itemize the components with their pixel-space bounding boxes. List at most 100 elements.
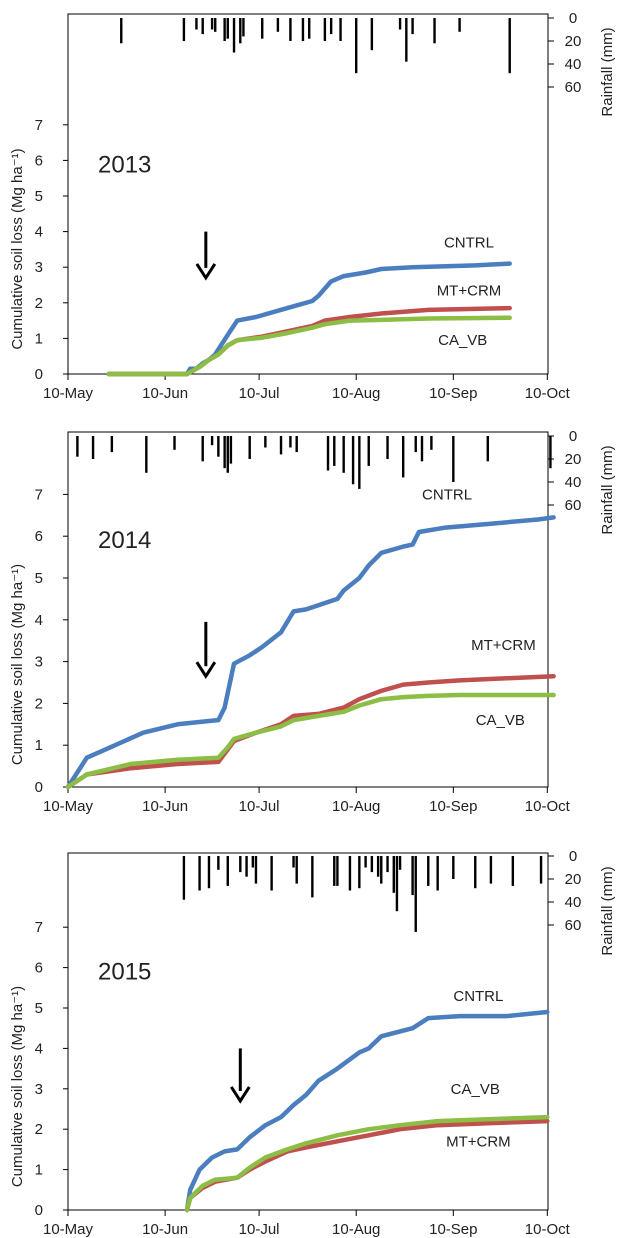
series-label: CNTRL xyxy=(453,988,503,1005)
series-line-ca-vb xyxy=(184,1114,550,1213)
series-label: MT+CRM xyxy=(471,637,536,654)
rainfall-bar xyxy=(342,436,345,473)
y-tick-label: 7 xyxy=(35,919,43,936)
y-tick-label: 1 xyxy=(35,1162,43,1179)
rainfall-bar xyxy=(270,856,273,891)
rainfall-bar xyxy=(452,436,455,482)
rainfall-bar xyxy=(348,856,352,891)
chart-panel-2015: 0 1 2 3 4 5 6 7 0 20 40 60 10-May 10-Jun 10-Jul 10-Aug 1… xyxy=(9,848,616,1238)
x-tick-label: 10-Sep xyxy=(429,385,477,402)
series-label: CNTRL xyxy=(422,486,472,503)
y-tick-label: 3 xyxy=(35,259,43,276)
plot-frame xyxy=(67,13,549,375)
rainfall-bar xyxy=(264,436,267,448)
rainfall-axis-title: Rainfall (mm) xyxy=(599,866,616,955)
down-arrow-icon xyxy=(230,1086,251,1104)
rainfall-bar xyxy=(511,856,515,886)
rain-tick-label: 0 xyxy=(569,10,577,27)
rainfall-bar xyxy=(395,856,399,912)
rainfall-bar xyxy=(254,856,258,884)
x-tick-label: 10-Jul xyxy=(239,385,280,402)
rainfall-bar xyxy=(414,856,417,932)
rainfall-bar xyxy=(301,18,305,41)
rainfall-bar xyxy=(336,856,339,886)
rainfall-bar xyxy=(333,856,336,886)
y-tick-label: 3 xyxy=(35,654,43,671)
chart-panel-2014: 0 1 2 3 4 5 6 7 0 20 40 60 10-May 10-Jun 10-Jul 10-Aug 1… xyxy=(9,428,616,815)
x-tick-label: 10-Oct xyxy=(525,798,571,815)
rainfall-bar xyxy=(364,856,367,868)
rain-tick-label: 20 xyxy=(565,871,582,888)
rainfall-bar xyxy=(433,18,436,44)
rainfall-bar xyxy=(326,436,330,471)
rainfall-bar xyxy=(248,436,251,459)
y-tick-label: 0 xyxy=(35,366,43,383)
x-tick-label: 10-Aug xyxy=(332,1221,380,1238)
rainfall-bar xyxy=(398,856,402,870)
down-arrow-icon xyxy=(195,661,217,680)
rain-tick-label: 20 xyxy=(565,451,582,468)
rainfall-bar xyxy=(358,436,361,489)
series-label: MT+CRM xyxy=(446,1133,511,1150)
x-tick-label: 10-Sep xyxy=(429,1221,477,1238)
rain-tick-label: 0 xyxy=(569,428,577,445)
x-tick-label: 10-Jul xyxy=(239,1221,280,1238)
rainfall-bar xyxy=(242,18,245,37)
rainfall-bar xyxy=(226,18,229,39)
y-tick-label: 5 xyxy=(35,1000,43,1017)
rainfall-bar xyxy=(279,436,283,455)
rainfall-bar xyxy=(229,436,233,464)
rainfall-bar xyxy=(355,18,358,74)
rainfall-bar xyxy=(182,856,186,900)
rain-tick-label: 60 xyxy=(565,497,582,514)
rainfall-bar xyxy=(120,18,123,44)
rainfall-bar xyxy=(329,18,333,35)
y-tick-label: 2 xyxy=(35,695,43,712)
rainfall-bar xyxy=(436,856,439,891)
rainfall-bar xyxy=(386,436,389,459)
rainfall-bar xyxy=(414,436,417,453)
x-tick-label: 10-Jul xyxy=(239,798,280,815)
rainfall-bar xyxy=(339,18,342,41)
year-label: 2013 xyxy=(98,151,151,178)
x-tick-label: 10-Jun xyxy=(142,385,188,402)
x-tick-label: 10-Oct xyxy=(525,1221,571,1238)
y-tick-label: 6 xyxy=(35,152,43,169)
rainfall-bar xyxy=(508,18,511,74)
plot-frame xyxy=(67,431,549,788)
y-tick-label: 4 xyxy=(35,224,43,241)
rainfall-bar xyxy=(223,436,226,469)
rainfall-bar xyxy=(226,436,229,473)
x-tick-label: 10-Jun xyxy=(142,798,188,815)
rainfall-axis-title: Rainfall (mm) xyxy=(599,27,616,116)
rainfall-bar xyxy=(323,18,327,41)
y-tick-label: 2 xyxy=(35,1121,43,1138)
series-line-mt-crm xyxy=(65,673,556,790)
rainfall-bar xyxy=(276,18,280,32)
rainfall-bar xyxy=(351,436,355,485)
rainfall-bar xyxy=(210,18,214,30)
rainfall-bar xyxy=(474,856,477,889)
rainfall-bar xyxy=(380,856,383,884)
rainfall-bar xyxy=(411,856,414,896)
rainfall-bar xyxy=(239,18,242,44)
rainfall-bar xyxy=(386,856,389,873)
rainfall-bar xyxy=(207,856,211,889)
rainfall-bar xyxy=(198,856,201,891)
rainfall-bar xyxy=(173,436,176,450)
rainfall-bar xyxy=(289,436,292,448)
y-tick-label: 6 xyxy=(35,528,43,545)
rainfall-bar xyxy=(261,18,264,39)
rainfall-bar xyxy=(405,18,408,62)
x-tick-label: 10-May xyxy=(43,1221,94,1238)
y-tick-label: 4 xyxy=(35,612,43,629)
rainfall-axis-title: Rainfall (mm) xyxy=(599,445,616,534)
rainfall-bar xyxy=(245,856,248,877)
rain-tick-label: 20 xyxy=(565,33,582,50)
rainfall-bar xyxy=(367,436,370,466)
rainfall-bar xyxy=(91,436,95,459)
rainfall-bar xyxy=(308,18,311,39)
rainfall-bar xyxy=(239,856,242,873)
y-axis-title: Cumulative soil loss (Mg ha⁻¹) xyxy=(9,564,26,765)
